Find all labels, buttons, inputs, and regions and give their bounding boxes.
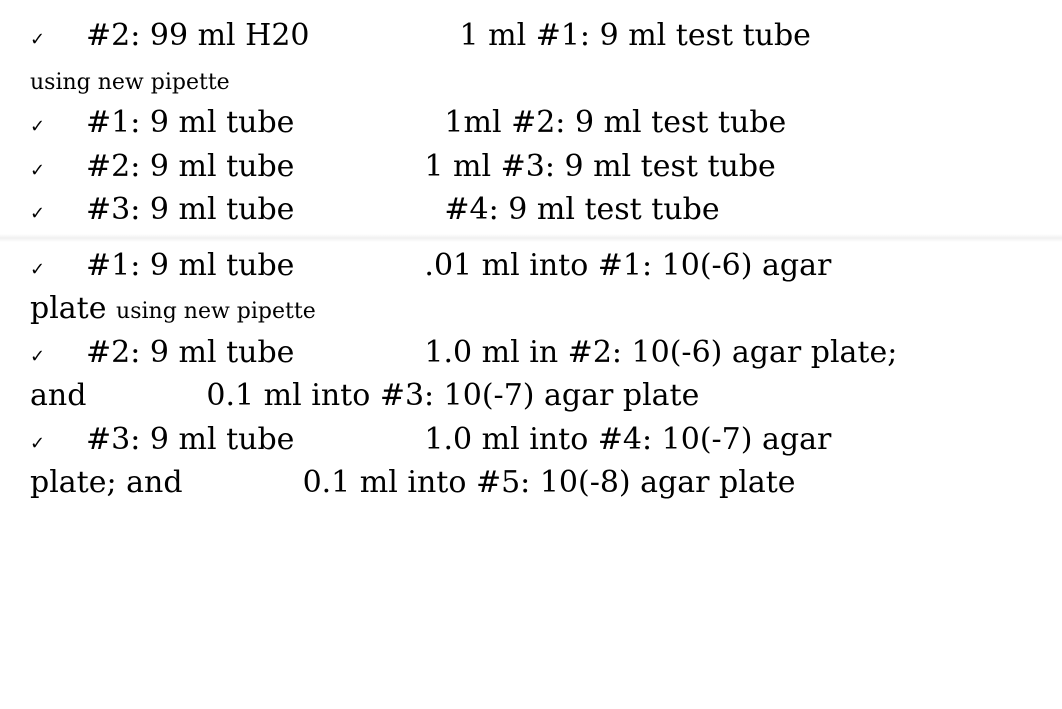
list-item-cont: and 0.1 ml into #3: 10(-7) agar plate — [30, 374, 1032, 418]
list-item: ✓#2: 99 ml H20 1 ml #1: 9 ml test tube — [30, 14, 1032, 58]
item-right: 1.0 ml into #4: 10(-7) agar — [424, 422, 831, 457]
list-item: ✓#3: 9 ml tube 1.0 ml into #4: 10(-7) aga… — [30, 418, 1032, 462]
item-right: 1ml #2: 9 ml test tube — [444, 105, 786, 140]
item-left: #3: 9 ml tube — [86, 192, 294, 227]
list-item: ✓#3: 9 ml tube #4: 9 ml test tube — [30, 188, 1032, 232]
document-page: ✓#2: 99 ml H201 ml #1: 9 ml test tube us… — [0, 0, 1062, 505]
list-item: ✓#1: 9 ml tube 1ml #2: 9 ml test tube — [30, 101, 1032, 145]
checkmark-icon: ✓ — [30, 201, 86, 227]
note-text: using new pipette — [116, 299, 316, 324]
cont-text: plate; and — [30, 465, 183, 500]
note-text: using new pipette — [30, 70, 230, 95]
item-right: 1 ml #1: 9 ml test tube — [460, 18, 811, 53]
list-item-cont: plate; and 0.1 ml into #5: 10(-8) agar pl… — [30, 461, 1032, 505]
checkmark-icon: ✓ — [30, 431, 86, 457]
item-right: #4: 9 ml test tube — [444, 192, 719, 227]
cont-text: plate — [30, 291, 116, 326]
item-left: #1: 9 ml tube — [86, 248, 294, 283]
cont2-text: 0.1 ml into #5: 10(-8) agar plate — [303, 465, 796, 500]
section-divider — [0, 234, 1062, 242]
checkmark-icon: ✓ — [30, 114, 86, 140]
checkmark-icon: ✓ — [30, 344, 86, 370]
cont2-text: 0.1 ml into #3: 10(-7) agar plate — [206, 378, 699, 413]
checkmark-icon: ✓ — [30, 158, 86, 184]
item-right: .01 ml into #1: 10(-6) agar — [424, 248, 831, 283]
checkmark-icon: ✓ — [30, 257, 86, 283]
list-item: ✓#2: 9 ml tube 1 ml #3: 9 ml test tube — [30, 145, 1032, 189]
item-right: 1 ml #3: 9 ml test tube — [424, 149, 775, 184]
list-item: ✓#1: 9 ml tube .01 ml into #1: 10(-6) aga… — [30, 244, 1032, 288]
item-right: 1.0 ml in #2: 10(-6) agar plate; — [424, 335, 897, 370]
item-left: #3: 9 ml tube — [86, 422, 294, 457]
item-left: #2: 99 ml H20 — [86, 18, 310, 53]
list-item-note: using new pipette — [30, 58, 1032, 102]
list-item: ✓#2: 9 ml tube 1.0 ml in #2: 10(-6) agar … — [30, 331, 1032, 375]
item-left: #2: 9 ml tube — [86, 149, 294, 184]
checkmark-icon: ✓ — [30, 27, 86, 53]
item-left: #1: 9 ml tube — [86, 105, 294, 140]
list-item-cont: plate using new pipette — [30, 287, 1032, 331]
item-left: #2: 9 ml tube — [86, 335, 294, 370]
cont-text: and — [30, 378, 86, 413]
